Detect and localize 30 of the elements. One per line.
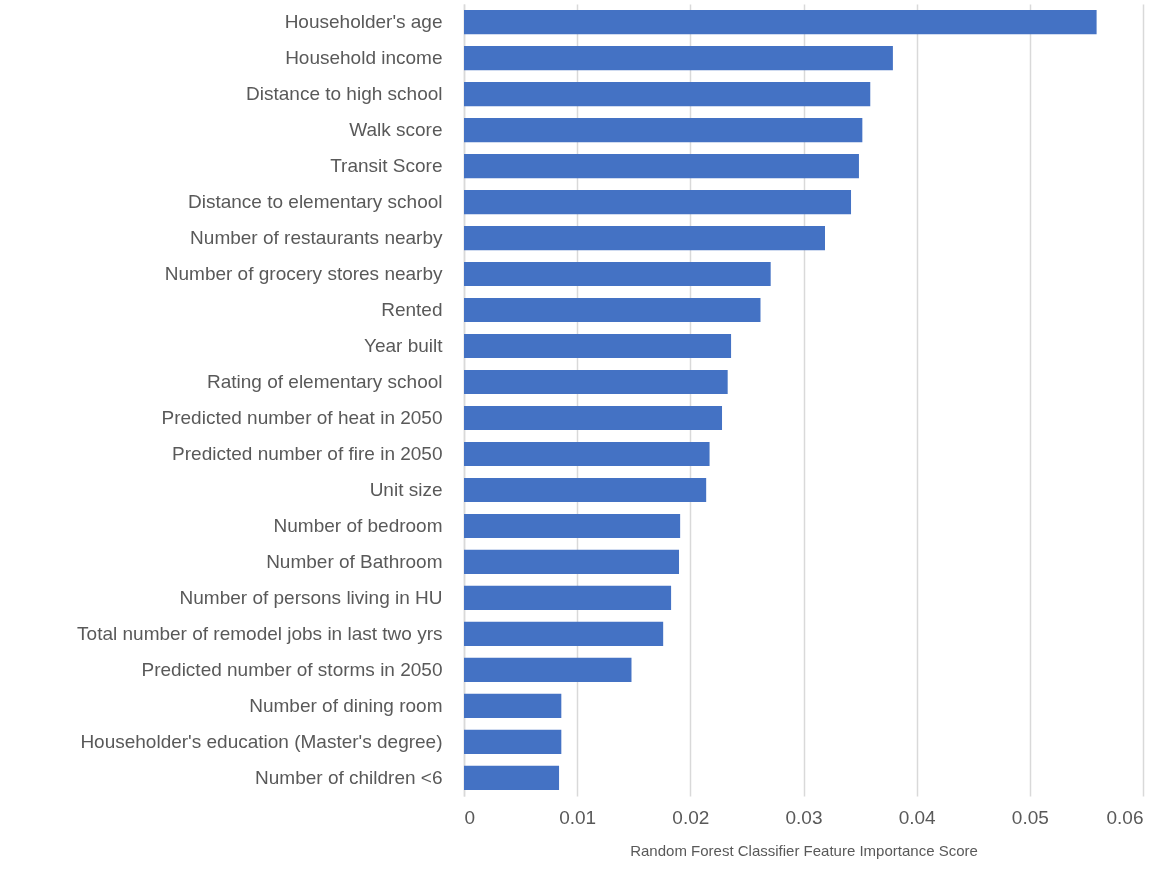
x-tick-label: 0.01	[559, 806, 597, 828]
y-tick-label: Distance to high school	[246, 83, 443, 105]
y-tick-label: Distance to elementary school	[187, 191, 443, 213]
x-tick-label: 0	[464, 806, 476, 828]
y-tick-label: Rating of elementary school	[206, 371, 443, 393]
x-tick-label: 0.04	[898, 806, 937, 828]
y-tick-label: Household income	[285, 47, 443, 69]
x-axis-title: Random Forest Classifier Feature Importance Score	[630, 841, 978, 859]
y-tick-label: Number of Bathroom	[266, 550, 443, 572]
y-tick-label: Number of grocery stores nearby	[164, 263, 443, 285]
x-tick-label: 0.03	[785, 806, 823, 828]
y-tick-label: Householder's age	[284, 11, 443, 33]
y-tick-label: Rented	[381, 299, 443, 321]
y-tick-label: Predicted number of storms in 2050	[141, 658, 443, 680]
y-tick-label: Transit Score	[330, 155, 443, 177]
x-tick-label: 0.05	[1011, 806, 1049, 828]
y-tick-label: Walk score	[349, 119, 443, 141]
y-tick-label: Householder's education (Master's degree)	[80, 730, 443, 752]
y-tick-label: Predicted number of fire in 2050	[172, 442, 443, 464]
y-tick-label: Predicted number of heat in 2050	[161, 406, 443, 428]
x-tick-label: 0.02	[672, 806, 710, 828]
y-tick-label: Total number of remodel jobs in last two yrs	[77, 622, 443, 644]
y-tick-label: Number of children <6	[255, 766, 443, 788]
y-tick-label: Unit size	[369, 478, 443, 500]
x-tick-label: 0.06	[1106, 806, 1144, 828]
y-tick-label: Year built	[363, 335, 444, 357]
y-tick-label: Number of restaurants nearby	[190, 227, 443, 249]
y-tick-label: Number of persons living in HU	[179, 586, 443, 608]
y-tick-label: Number of dining room	[249, 694, 443, 716]
y-tick-label: Number of bedroom	[273, 514, 443, 536]
